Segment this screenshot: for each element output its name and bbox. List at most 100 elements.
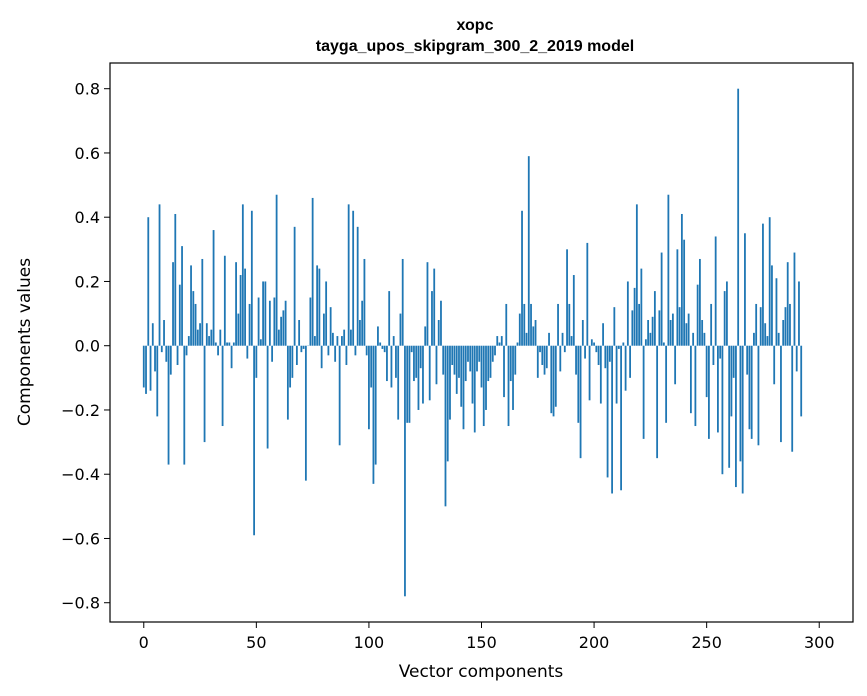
bar-195 [581, 320, 584, 346]
bar-162 [507, 345, 510, 427]
bar-193 [577, 345, 580, 423]
bar-202 [597, 345, 600, 365]
bar-40 [232, 342, 235, 346]
bar-289 [793, 252, 796, 346]
bar-191 [572, 275, 575, 346]
bar-209 [613, 307, 616, 346]
bar-136 [449, 345, 451, 420]
bar-261 [730, 345, 733, 417]
bar-34 [219, 329, 222, 346]
bar-157 [496, 336, 499, 346]
bar-101 [370, 345, 373, 388]
bar-166 [516, 342, 519, 346]
bar-90 [345, 345, 348, 365]
bar-198 [588, 345, 591, 401]
bar-281 [775, 278, 778, 346]
bar-91 [347, 204, 350, 346]
bar-28 [205, 323, 208, 346]
bar-117 [406, 345, 409, 423]
bar-17 [181, 246, 183, 346]
bar-160 [503, 345, 505, 398]
bar-57 [271, 345, 274, 362]
bar-237 [676, 249, 679, 346]
bar-49 [253, 345, 255, 536]
bar-32 [214, 342, 217, 346]
x-tick-label: 100 [354, 633, 385, 652]
bar-64 [286, 345, 289, 420]
bar-85 [334, 345, 337, 362]
bar-30 [210, 329, 213, 346]
bar-45 [244, 268, 246, 346]
bar-242 [687, 313, 690, 346]
bar-287 [789, 303, 791, 346]
bar-149 [478, 345, 481, 362]
plot-frame [109, 62, 854, 623]
bar-110 [390, 345, 393, 388]
bar-179 [545, 345, 548, 369]
bar-138 [453, 345, 456, 375]
bar-246 [696, 284, 699, 346]
bar-152 [485, 345, 487, 410]
bar-56 [268, 300, 271, 346]
bar-291 [798, 281, 800, 346]
bar-190 [570, 336, 573, 346]
bar-132 [440, 300, 442, 346]
bar-102 [372, 345, 375, 484]
bar-224 [647, 320, 650, 346]
y-tick-label: −0.6 [61, 529, 100, 548]
bar-263 [735, 345, 737, 488]
bar-194 [579, 345, 582, 459]
bar-61 [280, 316, 283, 346]
bar-211 [617, 345, 620, 349]
bar-31 [212, 230, 215, 346]
y-tick-label: 0.6 [75, 144, 100, 163]
bar-182 [552, 345, 555, 417]
bar-257 [721, 345, 724, 475]
bar-256 [719, 345, 722, 359]
bar-29 [208, 336, 210, 346]
bar-151 [482, 345, 485, 427]
bar-213 [622, 342, 625, 346]
bar-0 [142, 345, 145, 388]
bar-122 [417, 345, 420, 410]
bar-135 [446, 345, 449, 462]
bar-95 [356, 226, 359, 346]
bar-266 [741, 345, 744, 494]
bar-62 [282, 310, 285, 346]
bar-77 [316, 265, 319, 346]
bar-219 [635, 204, 638, 346]
bar-141 [460, 345, 463, 407]
bar-88 [341, 336, 343, 346]
bar-50 [255, 345, 258, 378]
bar-126 [426, 262, 429, 346]
bar-292 [800, 345, 803, 417]
bar-47 [248, 303, 251, 346]
bar-229 [658, 310, 661, 346]
bar-121 [415, 345, 418, 378]
bar-51 [257, 297, 260, 346]
bar-54 [264, 281, 267, 346]
bar-131 [437, 320, 440, 346]
bar-145 [469, 345, 472, 372]
bar-89 [343, 329, 346, 346]
bar-274 [759, 307, 762, 346]
bar-147 [473, 345, 476, 433]
bar-48 [250, 210, 253, 346]
bar-21 [190, 265, 192, 346]
bar-172 [530, 303, 532, 346]
bar-10 [165, 345, 168, 362]
bar-228 [656, 345, 659, 459]
chart-title: хорс [457, 17, 494, 34]
bar-52 [259, 339, 262, 346]
bar-55 [266, 345, 269, 449]
bar-70 [300, 345, 303, 353]
bar-206 [606, 345, 609, 478]
bar-43 [239, 275, 242, 346]
bar-176 [539, 345, 541, 353]
bar-133 [442, 345, 445, 375]
bar-41 [235, 262, 237, 346]
bar-67 [293, 226, 296, 346]
x-axis-ticks: 0 50 100 150 200 250 300 [139, 622, 835, 652]
bar-234 [669, 320, 672, 346]
